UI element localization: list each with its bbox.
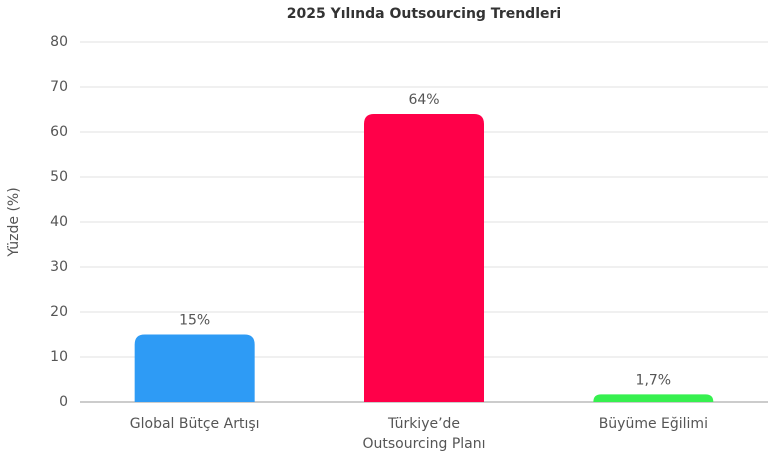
bar xyxy=(364,114,484,402)
y-axis-label: Yüzde (%) xyxy=(6,187,22,257)
y-tick-label: 60 xyxy=(50,124,68,140)
y-tick-label: 50 xyxy=(50,169,68,185)
chart-title: 2025 Yılında Outsourcing Trendleri xyxy=(287,6,561,22)
y-tick-label: 0 xyxy=(59,394,68,410)
y-tick-label: 10 xyxy=(50,349,68,365)
y-tick-label: 20 xyxy=(50,304,68,320)
x-tick-label: Türkiye’de Outsourcing Planı xyxy=(362,416,486,452)
x-tick-label: Büyüme Eğilimi xyxy=(598,416,708,432)
bar xyxy=(593,394,714,402)
value-label: 1,7% xyxy=(636,372,672,388)
value-label: 15% xyxy=(179,313,210,329)
x-tick-label: Global Bütçe Artışı xyxy=(129,416,260,432)
y-tick-label: 40 xyxy=(50,214,68,230)
y-tick-label: 30 xyxy=(50,259,68,275)
y-tick-label: 80 xyxy=(50,34,68,50)
y-tick-label: 70 xyxy=(50,79,68,95)
bar xyxy=(134,334,255,402)
value-label: 64% xyxy=(408,92,439,108)
